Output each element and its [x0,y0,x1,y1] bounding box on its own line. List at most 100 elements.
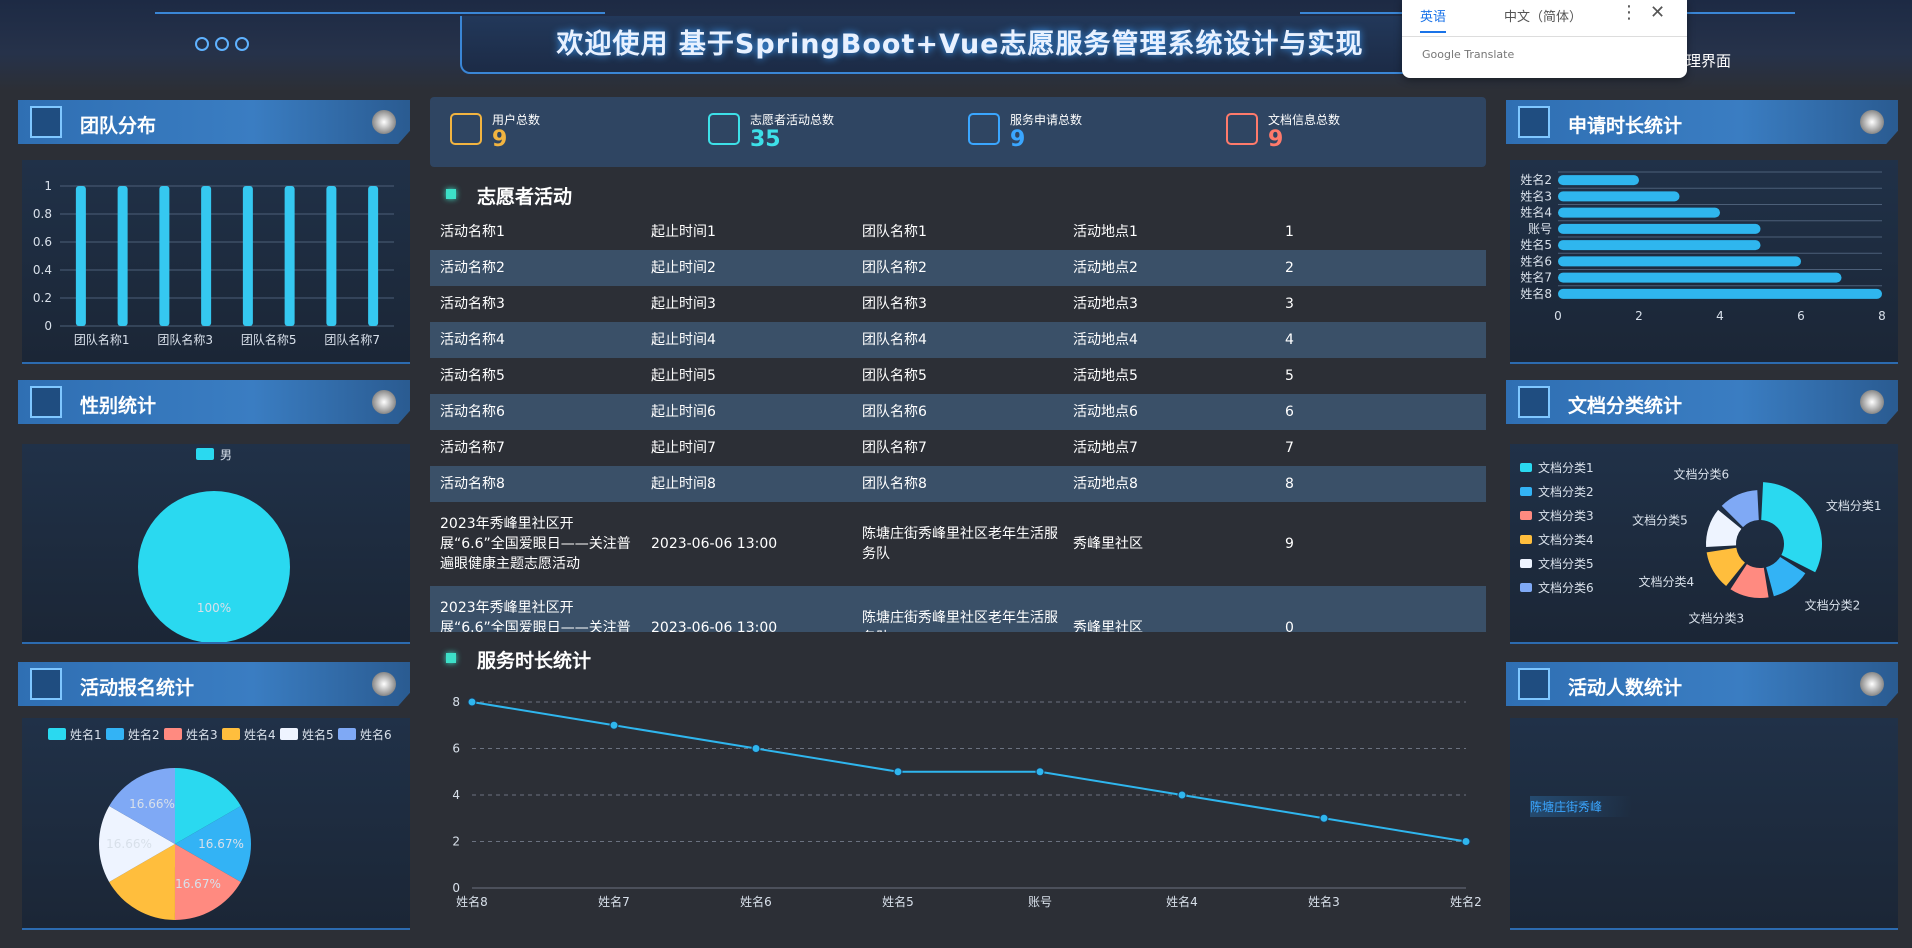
more-vert-icon[interactable]: ⋮ [1620,2,1638,23]
people-icon [708,113,740,145]
panel-title-bar: 申请时长统计 [1506,100,1898,144]
panel-body: 姓名2 姓名3 姓名4 账号 姓名5 姓名6 姓名7 姓名8 0 2 4 6 8 [1510,160,1898,364]
legend-label: 姓名2 [128,727,160,742]
stat-label: 志愿者活动总数 [750,113,835,127]
y-tick-label: 6 [452,742,460,756]
knob-icon[interactable] [372,390,396,414]
bar [1558,191,1680,202]
panel-title: 活动报名统计 [80,677,195,699]
cell-location: 活动地点1 [1073,224,1138,240]
panel-title-bar: 活动人数统计 [1506,662,1898,706]
legend-label: 文档分类3 [1538,508,1594,523]
knob-icon[interactable] [1860,110,1884,134]
cell-time: 起止时间5 [651,368,716,384]
panel-title: 活动人数统计 [1568,677,1683,699]
document-icon [1226,113,1258,145]
knob-icon[interactable] [1860,390,1884,414]
table-row[interactable]: 活动名称5 起止时间5 团队名称5 活动地点5 5 [430,358,1486,394]
table-row[interactable]: 2023年秀峰里社区开展“6.6”全国爱眼日——关注普遍眼健康主题志愿活动 20… [430,502,1486,586]
cell-team: 团队名称5 [862,368,927,384]
knob-icon[interactable] [372,672,396,696]
cell-time: 起止时间6 [651,404,716,420]
y-tick-label: 8 [452,695,460,709]
table-row[interactable]: 活动名称7 起止时间7 团队名称7 活动地点7 7 [430,430,1486,466]
y-tick-label: 0.2 [33,291,52,305]
legend-label: 文档分类4 [1538,532,1594,547]
pie-slice [109,844,175,920]
translate-tab-english[interactable]: 英语 [1420,6,1447,33]
cell-time: 起止时间4 [651,332,716,348]
table-row[interactable]: 活动名称6 起止时间6 团队名称6 活动地点6 6 [430,394,1486,430]
header-right-text: 理界面 [1686,52,1732,70]
y-tick-label: 账号 [1528,222,1552,236]
stats-bar: 用户总数 9 志愿者活动总数 35 服务申请总数 9 文档信息总数 9 [430,97,1486,167]
cell-location: 秀峰里社区 [1073,536,1143,552]
pie-slice [98,805,175,882]
table-row[interactable]: 活动名称1 起止时间1 团队名称1 活动地点1 1 [430,214,1486,250]
cell-activity-name: 活动名称8 [440,476,505,492]
data-point [1035,767,1045,777]
knob-icon[interactable] [1860,672,1884,696]
header-line-left [155,12,605,14]
panel-signup: 活动报名统计 姓名1 姓名2 姓名3 姓名4 姓名5 姓名6 16.67% 16.67% 16.… [18,662,410,932]
table-row[interactable]: 2023年秀峰里社区开展“6.6”全国爱眼日——关注普遍眼健康主题志愿活动 20… [430,586,1486,632]
data-point [1461,837,1471,846]
bar [75,186,86,326]
cell-activity-name: 活动名称3 [440,296,505,312]
slice-label: 文档分类2 [1805,597,1861,612]
cell-team: 陈塘庄街秀峰里社区老年生活服务队 [862,610,1058,632]
cell-count: 5 [1285,368,1294,384]
panel-body: 文档分类1 文档分类2 文档分类3 文档分类4 文档分类5 文档分类6 文档分类1 文档分类2… [1510,444,1898,644]
legend-swatch [1520,559,1532,568]
cell-activity-name: 2023年秀峰里社区开展“6.6”全国爱眼日——关注普遍眼健康主题志愿活动 [440,516,631,572]
list-icon [1518,386,1550,418]
chart-icon [30,386,62,418]
legend-swatch [164,728,182,740]
y-tick-label: 2 [452,835,460,849]
table-row[interactable]: 活动名称2 起止时间2 团队名称2 活动地点2 2 [430,250,1486,286]
data-point [1319,813,1329,823]
activities-table: 活动名称1 起止时间1 团队名称1 活动地点1 1 活动名称2 起止时间2 团队… [430,214,1486,632]
bar [284,186,295,326]
legend-label: 姓名5 [302,727,334,742]
legend-label: 文档分类6 [1538,580,1594,595]
bar [1558,288,1882,299]
stat-value: 9 [1010,127,1026,152]
x-tick-label: 团队名称7 [324,332,380,347]
slice-label: 16.66% [106,837,152,851]
y-tick-label: 姓名2 [1520,172,1552,187]
x-tick-label: 姓名8 [456,894,488,909]
stat-label: 文档信息总数 [1268,113,1341,127]
cell-location: 活动地点2 [1073,260,1138,276]
donut-slice [1721,490,1759,528]
y-tick-label: 0.4 [33,263,52,277]
pie-slice [175,806,251,883]
cell-location: 活动地点6 [1073,404,1138,420]
legend-swatch [1520,511,1532,520]
slice-label: 16.67% [198,837,244,851]
cell-count: 6 [1285,404,1294,420]
legend-swatch [196,448,214,460]
cell-time: 2023-06-06 13:00 [651,620,778,632]
series-line [471,701,1467,843]
list-icon [1518,668,1550,700]
translate-divider [1402,36,1687,37]
table-row[interactable]: 活动名称8 起止时间8 团队名称8 活动地点8 8 [430,466,1486,502]
table-row[interactable]: 活动名称4 起止时间4 团队名称4 活动地点4 4 [430,322,1486,358]
close-icon[interactable]: ✕ [1650,2,1666,23]
slice-label: 文档分类1 [1826,498,1882,513]
panel-title-bar: 团队分布 [18,100,410,144]
donut-slice [1706,509,1742,547]
cell-time: 起止时间3 [651,296,716,312]
table-row[interactable]: 活动名称3 起止时间3 团队名称3 活动地点3 3 [430,286,1486,322]
panel-title-bar: 活动报名统计 [18,662,410,706]
y-tick-label: 姓名6 [1520,253,1552,268]
panel-body: 男 100% [22,444,410,644]
list-icon [30,668,62,700]
cell-activity-name: 活动名称2 [440,260,505,276]
translate-tab-chinese[interactable]: 中文（简体） [1504,10,1583,25]
pie-slice [174,844,241,920]
bar [201,186,212,326]
knob-icon[interactable] [372,110,396,134]
